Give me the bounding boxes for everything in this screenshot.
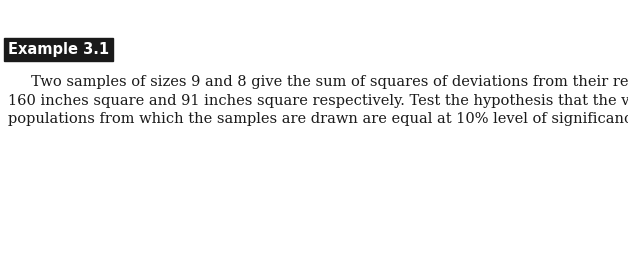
Text: 160 inches square and 91 inches square respectively. Test the hypothesis that th: 160 inches square and 91 inches square r… [8, 94, 628, 108]
Text: Example 3.1: Example 3.1 [8, 42, 109, 57]
Text: Two samples of sizes 9 and 8 give the sum of squares of deviations from their re: Two samples of sizes 9 and 8 give the su… [8, 75, 628, 89]
Text: populations from which the samples are drawn are equal at 10% level of significa: populations from which the samples are d… [8, 112, 628, 126]
